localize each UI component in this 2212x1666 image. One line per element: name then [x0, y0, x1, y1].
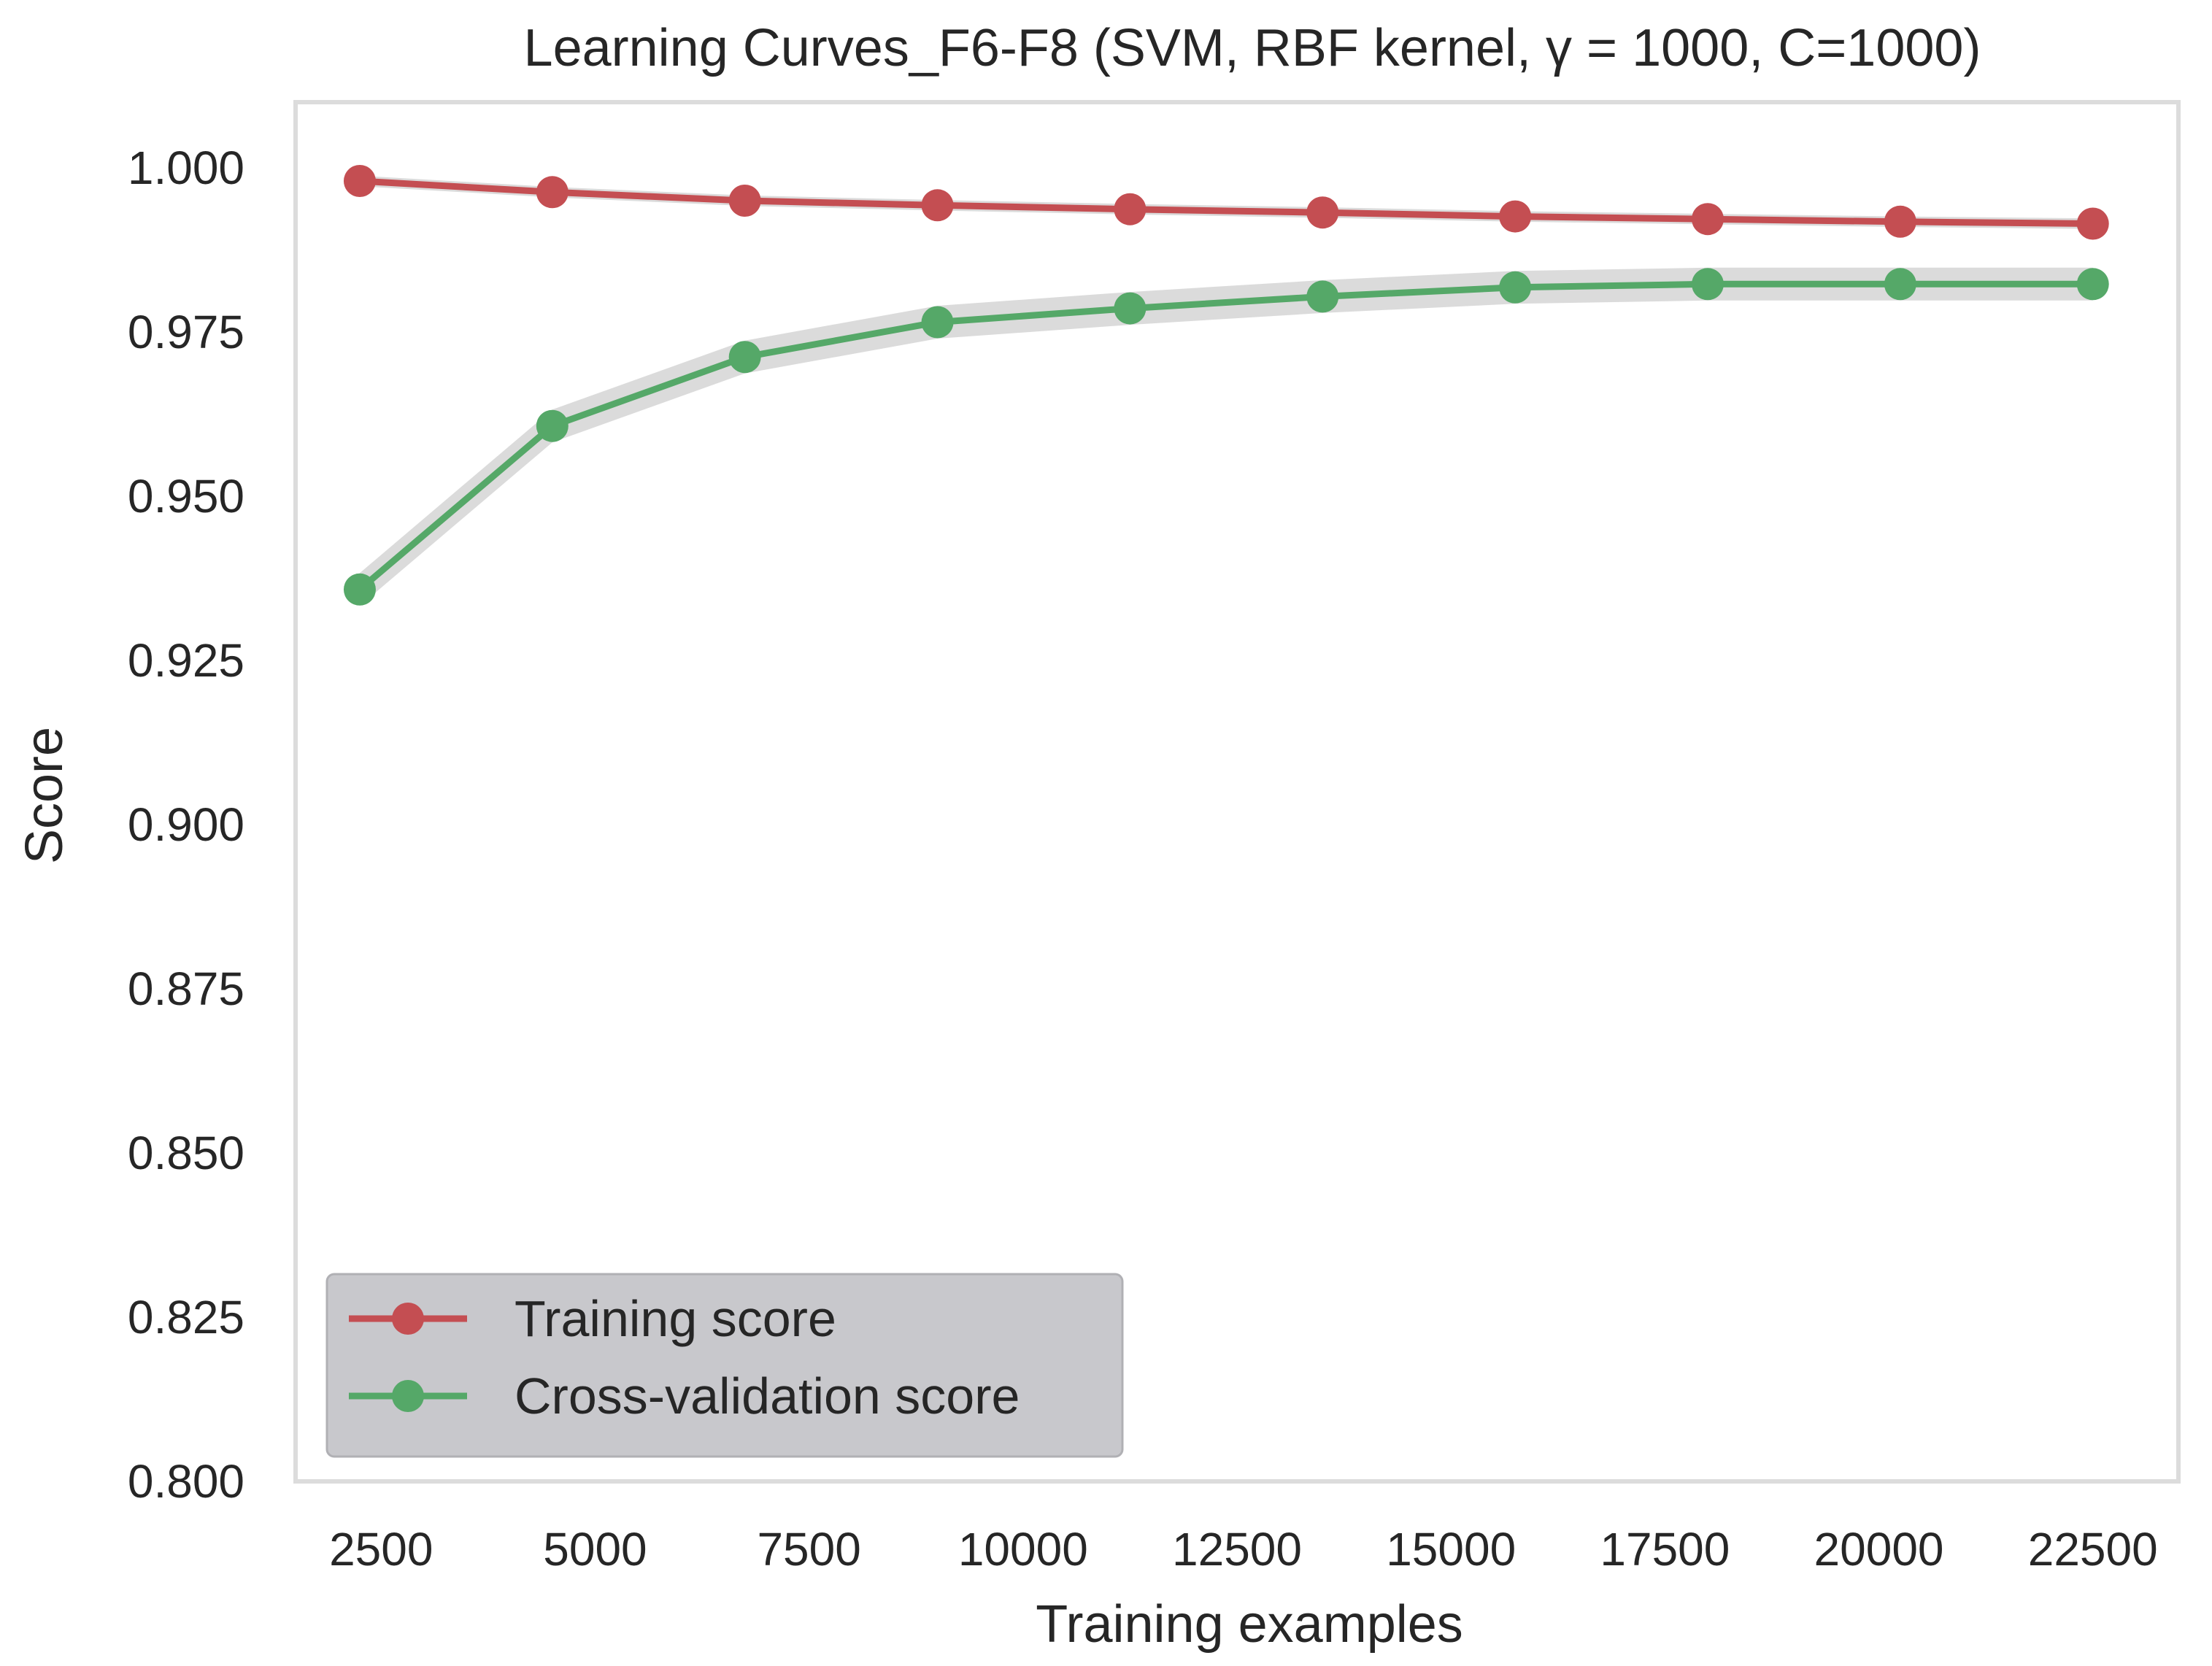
legend-box [325, 1273, 1124, 1458]
point-cross-validation-score-1 [536, 409, 569, 442]
y-axis-ticks: 0.800 0.825 0.850 0.875 0.900 0.925 0.950 0.975… [128, 142, 244, 1508]
y-tick-label-2: 0.850 [128, 1127, 244, 1179]
x-tick-label-4: 12500 [1172, 1523, 1302, 1576]
y-tick-label-8: 1.000 [128, 142, 244, 194]
line-cross-validation-score [358, 280, 2093, 593]
point-training-score-3 [921, 189, 954, 222]
point-cross-validation-score-6 [1499, 271, 1532, 304]
point-training-score-7 [1692, 203, 1724, 236]
y-tick-label-6: 0.950 [128, 470, 244, 522]
x-tick-label-8: 22500 [2028, 1523, 2158, 1576]
x-axis-label: Training examples [1036, 1595, 1463, 1654]
x-tick-label-3: 10000 [958, 1523, 1088, 1576]
line-training-score [359, 177, 2093, 227]
point-cross-validation-score-3 [921, 306, 954, 339]
y-tick-label-4: 0.900 [128, 798, 244, 851]
x-tick-label-1: 5000 [543, 1523, 647, 1576]
point-training-score-8 [1884, 205, 1916, 238]
point-training-score-2 [728, 185, 761, 217]
point-cross-validation-score-5 [1306, 280, 1339, 313]
y-axis-label: Score [15, 727, 74, 864]
point-cross-validation-score-0 [343, 573, 376, 606]
legend: Training score Cross-validation score [325, 1273, 1124, 1458]
point-cross-validation-score-7 [1692, 268, 1724, 301]
band-cross-validation-score [359, 267, 2093, 606]
legend-label-training-score: Training score [515, 1290, 836, 1347]
point-training-score-6 [1499, 200, 1532, 233]
y-tick-label-0: 0.800 [128, 1455, 244, 1508]
series-points [343, 165, 2109, 606]
point-training-score-5 [1306, 196, 1339, 229]
x-tick-label-7: 20000 [1814, 1523, 1944, 1576]
point-training-score-0 [343, 165, 376, 197]
y-tick-label-7: 0.975 [128, 306, 244, 358]
x-tick-label-5: 15000 [1386, 1523, 1516, 1576]
y-tick-label-5: 0.925 [128, 634, 244, 687]
point-cross-validation-score-8 [1884, 268, 1916, 301]
point-training-score-4 [1114, 193, 1147, 225]
point-cross-validation-score-4 [1114, 292, 1147, 325]
x-axis-ticks: 2500 5000 7500 10000 12500 15000 17500 20000 225… [329, 1523, 2158, 1576]
y-tick-label-1: 0.825 [128, 1291, 244, 1343]
point-cross-validation-score-2 [728, 341, 761, 374]
legend-marker-cross-validation-score [392, 1380, 424, 1412]
legend-entries: Training score Cross-validation score [349, 1290, 1020, 1424]
legend-label-cross-validation-score: Cross-validation score [515, 1368, 1020, 1424]
point-training-score-9 [2076, 207, 2109, 240]
x-tick-label-0: 2500 [329, 1523, 433, 1576]
x-tick-label-2: 7500 [757, 1523, 860, 1576]
legend-marker-training-score [392, 1303, 424, 1335]
x-tick-label-6: 17500 [1600, 1523, 1730, 1576]
point-cross-validation-score-9 [2076, 268, 2109, 301]
point-training-score-1 [536, 176, 569, 209]
chart-title: Learning Curves_F6-F8 (SVM, RBF kernel, … [524, 19, 1981, 77]
series-lines [358, 177, 2093, 593]
y-tick-label-3: 0.875 [128, 963, 244, 1015]
plot-area [293, 100, 2181, 1484]
